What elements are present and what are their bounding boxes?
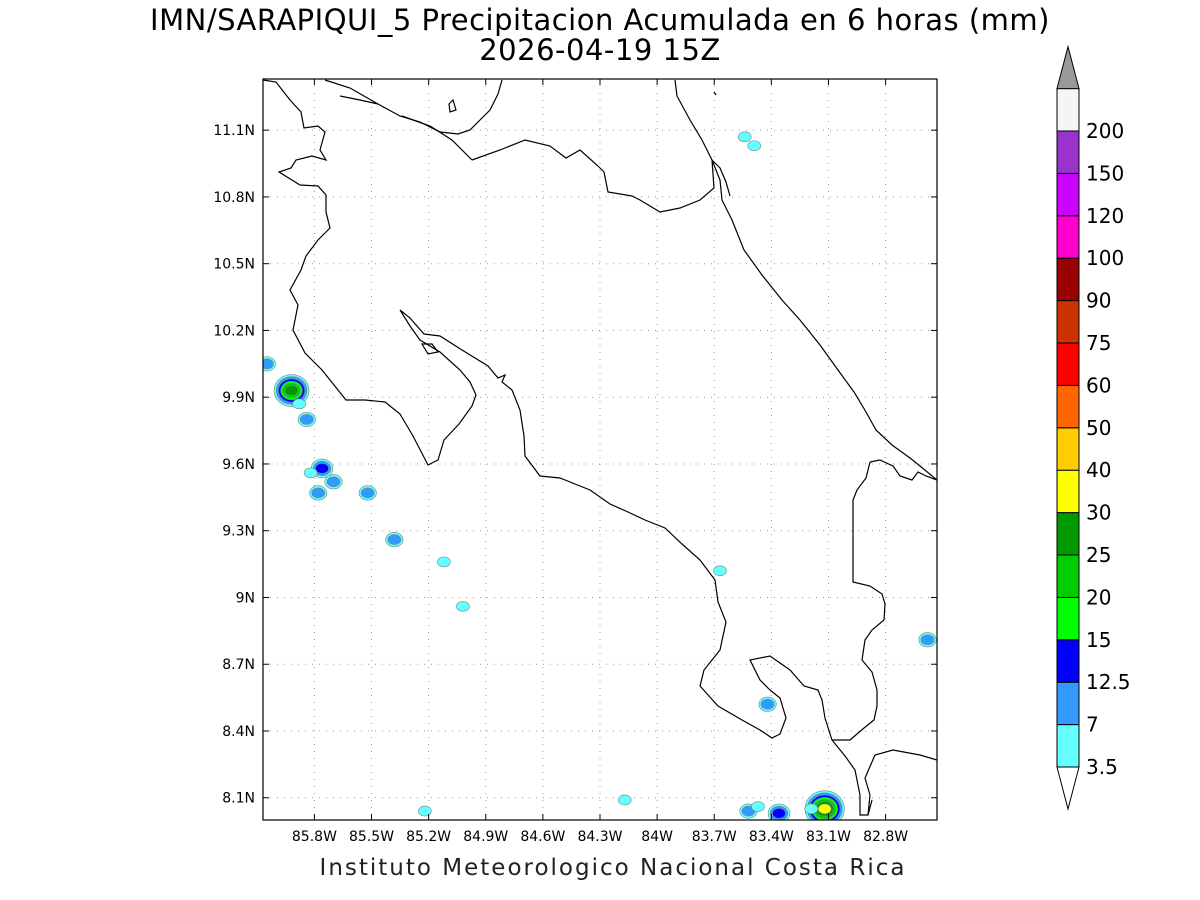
map-gridlines [263, 79, 937, 820]
colorbar-label: 50 [1086, 416, 1111, 440]
colorbar-swatch [1056, 554, 1080, 598]
colorbar-swatch [1056, 724, 1080, 768]
precip-cell [315, 463, 329, 474]
lon-tick-label: 84W [641, 829, 673, 845]
colorbar-swatch [1056, 384, 1080, 429]
colorbar: 3.5 7 12.5 15 20 25 30 40 50 60 75 90 100 120 150 200 [1056, 44, 1131, 811]
precip-cell [804, 803, 819, 815]
precip-cell [456, 601, 470, 612]
institution-footer: Instituto Meteorologico Nacional Costa R… [319, 855, 907, 881]
colorbar-swatch [1056, 342, 1080, 386]
colorbar-label: 7 [1086, 713, 1099, 737]
coastline-and-borders [263, 79, 937, 816]
colorbar-swatch [1056, 215, 1080, 259]
colorbar-label: 20 [1086, 585, 1111, 609]
precip-cell [437, 556, 451, 568]
lat-tick-label: 9N [236, 590, 255, 606]
colorbar-label: 90 [1086, 289, 1111, 313]
colorbar-label: 200 [1086, 119, 1124, 143]
precip-cell [299, 414, 314, 425]
map-frame [262, 78, 938, 821]
colorbar-label: 60 [1086, 373, 1111, 397]
lat-tick-label: 10.2N [213, 323, 255, 339]
colorbar-label: 15 [1086, 628, 1111, 652]
colorbar-label: 40 [1086, 458, 1111, 482]
precip-cell [360, 487, 375, 499]
precip-cell [311, 487, 326, 499]
lat-tick-label: 9.9N [222, 390, 255, 406]
lon-tick-label: 84.3W [577, 829, 622, 845]
colorbar-top-arrow [1056, 44, 1080, 90]
precip-cell [760, 698, 775, 710]
precip-shading [263, 131, 937, 820]
colorbar-swatch [1056, 469, 1080, 514]
colorbar-swatch [1056, 639, 1080, 683]
map-title: IMN/SARAPIQUI_5 Precipitacion Acumulada … [150, 3, 1050, 37]
precip-cell [737, 131, 752, 143]
colorbar-swatch [1056, 88, 1080, 132]
precip-cell [747, 140, 762, 152]
lat-tick-label: 9.6N [222, 457, 255, 473]
precip-cell [284, 385, 299, 396]
colorbar-label: 25 [1086, 543, 1111, 567]
lat-tick-label: 10.8N [213, 190, 255, 206]
colorbar-swatch [1056, 596, 1080, 641]
precip-cell [292, 398, 306, 410]
precip-cell [772, 808, 786, 819]
precip-cell [817, 803, 832, 815]
precip-cell [713, 565, 727, 577]
colorbar-label: 100 [1086, 246, 1124, 270]
colorbar-swatch [1056, 172, 1080, 217]
colorbar-label: 75 [1086, 331, 1111, 355]
colorbar-label: 120 [1086, 204, 1124, 228]
lon-tick-label: 85.5W [349, 829, 394, 845]
lat-tick-label: 9.3N [222, 524, 255, 540]
precip-cell [263, 358, 274, 370]
lon-tick-label: 82.8W [863, 829, 908, 845]
colorbar-label: 30 [1086, 501, 1111, 525]
colorbar-swatch [1056, 512, 1080, 556]
map-valid-time: 2026-04-19 15Z [479, 33, 721, 67]
precip-cell [418, 805, 432, 817]
colorbar-swatch [1056, 257, 1080, 302]
lat-tick-label: 8.4N [222, 724, 255, 740]
colorbar-swatch [1056, 427, 1080, 471]
colorbar-swatch [1056, 681, 1080, 726]
lon-tick-label: 85.8W [292, 829, 337, 845]
lon-tick-label: 83.7W [692, 829, 737, 845]
precip-cell [387, 534, 402, 545]
lat-axis: 11.1N 10.8N 10.5N 10.2N 9.9N 9.6N 9.3N 9N 8.7N 8.… [213, 123, 937, 807]
lat-tick-label: 10.5N [213, 257, 255, 273]
colorbar-label: 3.5 [1086, 755, 1118, 779]
lon-tick-label: 83.1W [806, 829, 851, 845]
precip-cell [617, 794, 632, 806]
lon-tick-label: 84.6W [520, 829, 565, 845]
lon-tick-label: 84.9W [463, 829, 508, 845]
colorbar-swatch [1056, 300, 1080, 344]
precip-cell [326, 476, 341, 488]
lat-tick-label: 11.1N [213, 123, 255, 139]
colorbar-label: 12.5 [1086, 670, 1131, 694]
lat-tick-label: 8.1N [222, 791, 255, 807]
lon-tick-label: 83.4W [749, 829, 794, 845]
colorbar-label: 150 [1086, 161, 1124, 185]
precip-cell [920, 634, 935, 646]
lon-tick-label: 85.2W [406, 829, 451, 845]
precip-cell [751, 801, 765, 812]
precip-cell [303, 467, 318, 479]
lat-tick-label: 8.7N [222, 657, 255, 673]
colorbar-swatch [1056, 130, 1080, 174]
colorbar-bottom-arrow [1056, 766, 1080, 811]
lon-axis: 85.8W 85.5W 85.2W 84.9W 84.6W 84.3W 84W 83.7W 83… [292, 79, 908, 845]
